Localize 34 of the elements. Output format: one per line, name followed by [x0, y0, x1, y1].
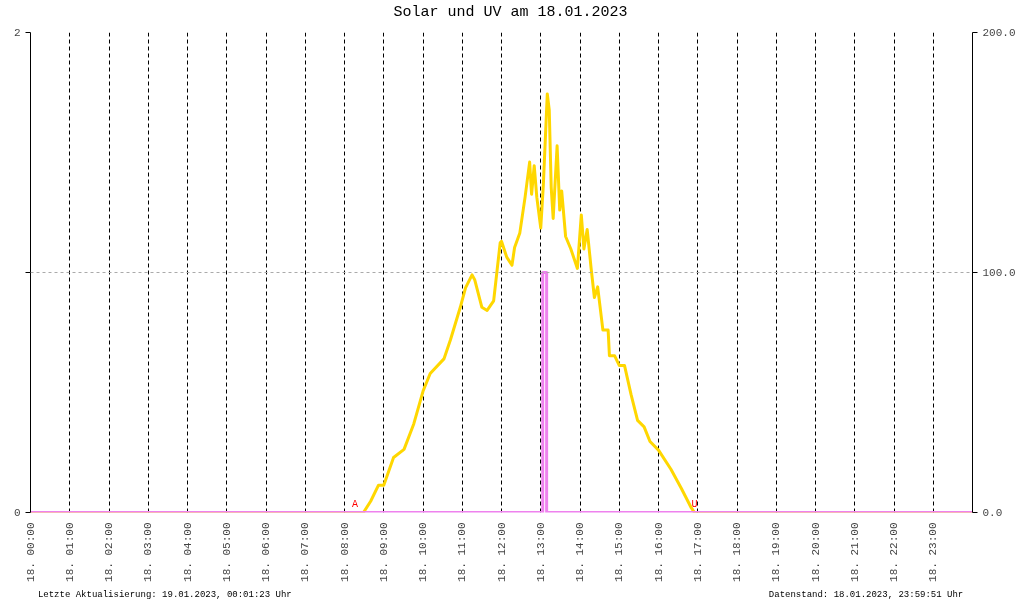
y2-tick-label: 200.0	[982, 27, 1016, 39]
x-tick-label: 18. 20:00	[809, 522, 822, 582]
x-tick-label: 18. 04:00	[181, 522, 194, 582]
x-tick-label: 18. 17:00	[691, 522, 704, 582]
x-tick-label: 18. 16:00	[652, 522, 665, 582]
x-tick-label: 18. 21:00	[848, 522, 861, 582]
x-tick-label: 18. 03:00	[142, 522, 155, 582]
x-tick-label: 18. 09:00	[377, 522, 390, 582]
x-tick-label: 18. 18:00	[731, 522, 743, 582]
y-tick-label: 0	[13, 507, 21, 519]
x-tick-label: 18. 23:00	[927, 522, 940, 582]
y2-tick-label: 0.0	[982, 507, 1003, 519]
x-tick-label: 18. 00:00	[24, 522, 37, 582]
annotation: A	[351, 498, 358, 510]
x-tick-label: 18. 08:00	[338, 522, 351, 582]
x-tick-label: 18. 01:00	[63, 522, 76, 582]
x-tick-label: 18. 13:00	[534, 522, 547, 582]
x-tick-label: 18. 14:00	[574, 522, 586, 582]
x-tick-label: 18. 07:00	[299, 522, 312, 582]
x-tick-label: 18. 06:00	[260, 522, 272, 582]
x-tick-label: 18. 05:00	[220, 522, 233, 582]
annotation: U	[691, 498, 698, 510]
x-tick-label: 18. 11:00	[456, 522, 469, 582]
y-tick-label: 2	[13, 27, 21, 39]
text: Datenstand: 18.01.2023, 23:59:51 Uhr	[768, 589, 964, 600]
x-tick-label: 18. 10:00	[417, 522, 429, 582]
chart-title: Solar und UV am 18.01.2023	[393, 4, 628, 21]
x-tick-label: 18. 22:00	[888, 522, 900, 582]
y2-tick-label: 100.0	[982, 267, 1016, 279]
x-tick-label: 18. 12:00	[495, 522, 508, 582]
x-tick-label: 18. 15:00	[613, 522, 626, 582]
x-tick-label: 18. 02:00	[103, 522, 115, 582]
text: Letzte Aktualisierung: 19.01.2023, 00:01:23 Uhr	[37, 589, 292, 600]
x-tick-label: 18. 19:00	[770, 522, 783, 582]
